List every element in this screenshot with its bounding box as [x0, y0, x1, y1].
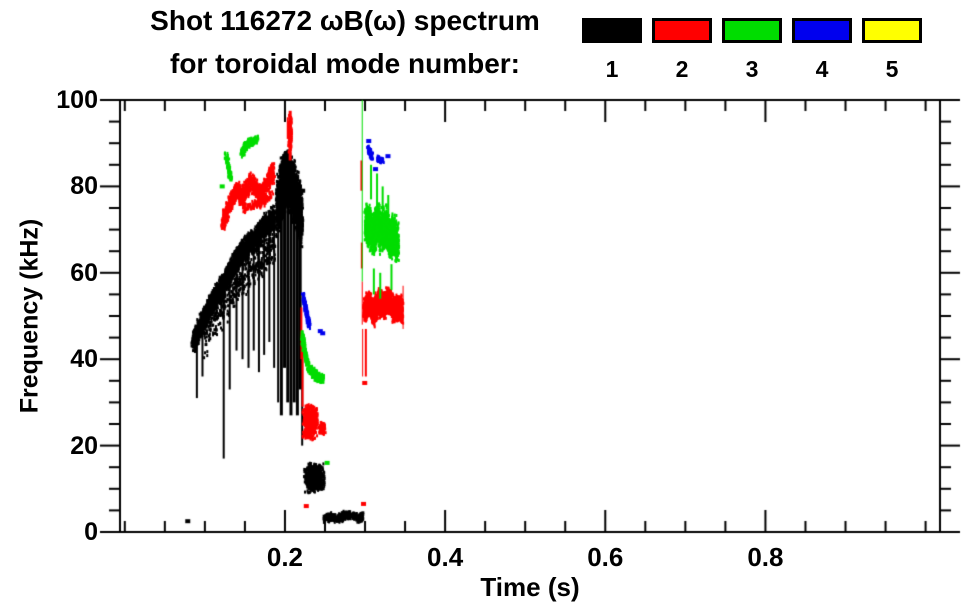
spectrum-figure: Shot 116272 ωB(ω) spectrum for toroidal … — [0, 0, 963, 615]
spectrogram-canvas — [0, 0, 963, 615]
